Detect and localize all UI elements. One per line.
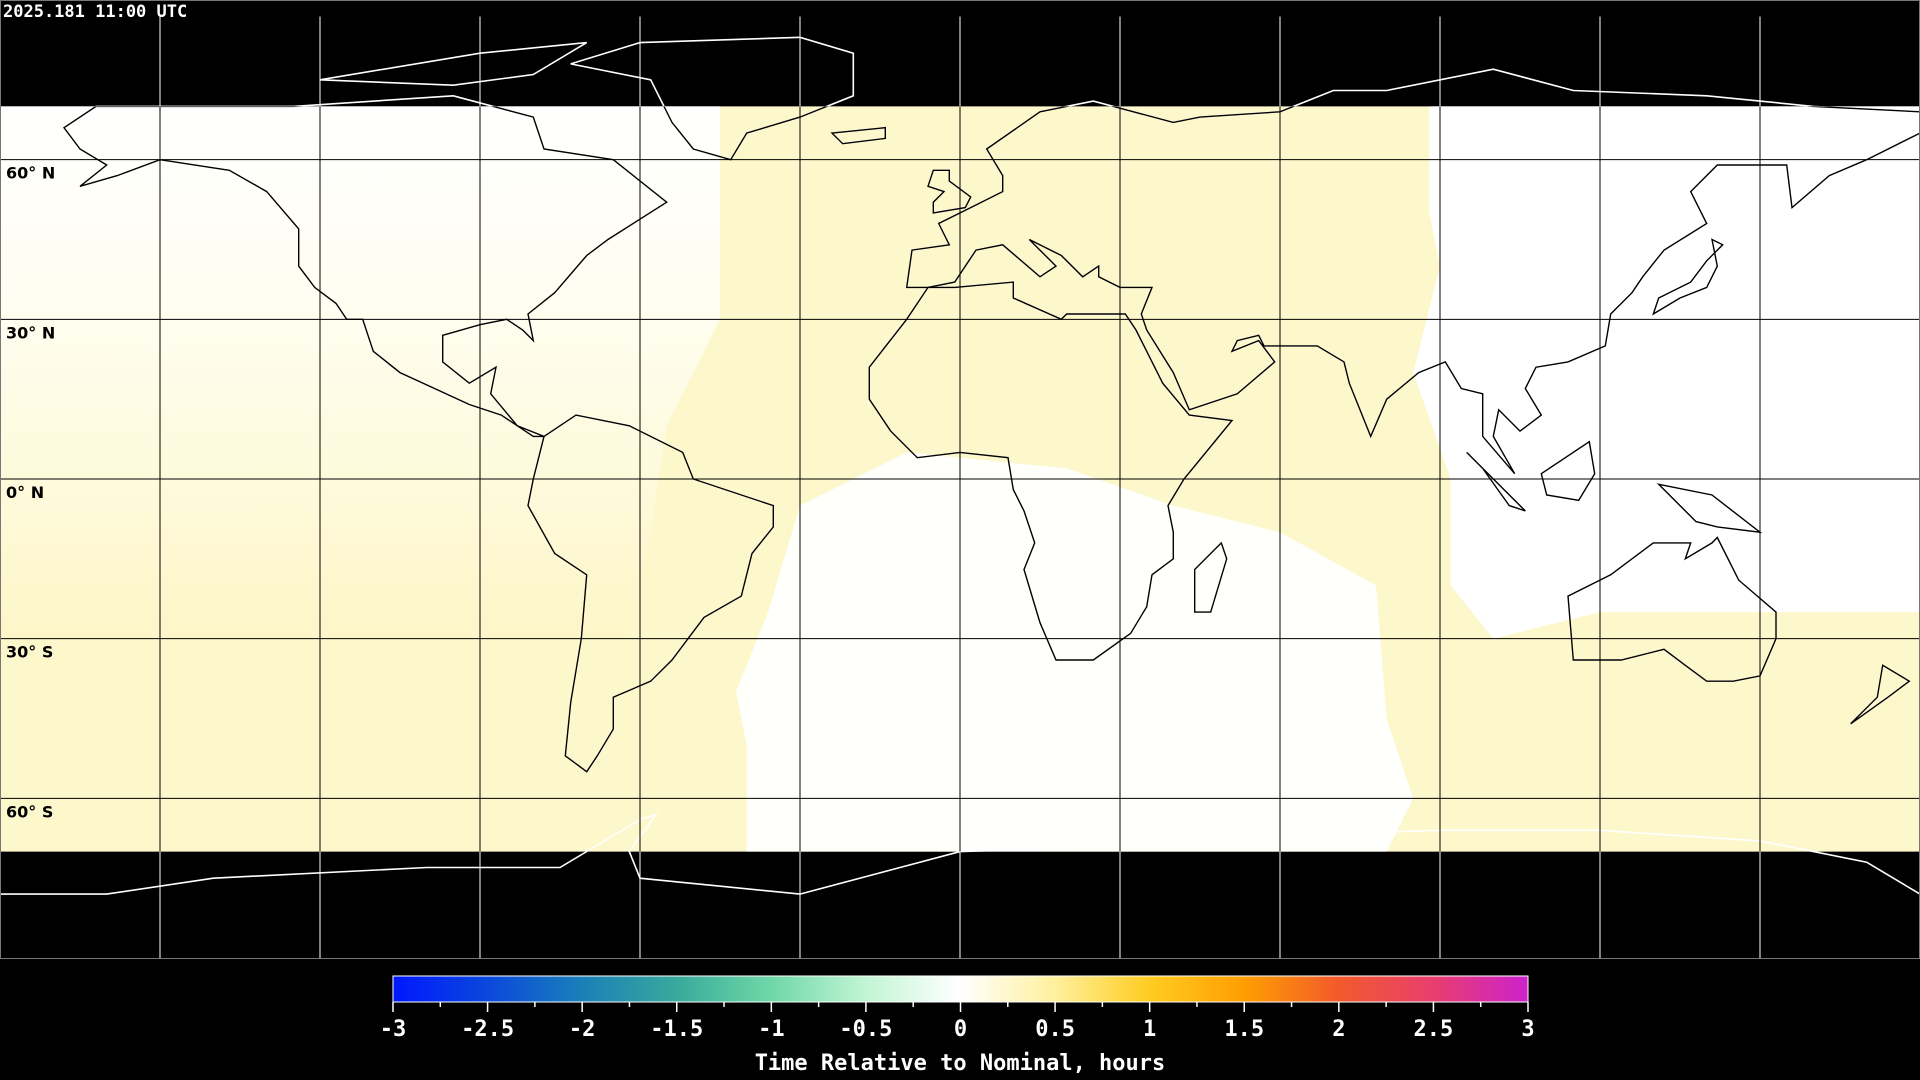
colorbar-tick-label: 3 [1521, 1017, 1534, 1042]
coastlines-data [62, 106, 1920, 773]
lat-label: 0° N [6, 483, 44, 502]
region-americas [0, 106, 720, 639]
colorbar-tick-label: 0 [954, 1017, 967, 1042]
graticule [0, 16, 1920, 958]
region-asia-pacific [1413, 106, 1920, 639]
coastline [1567, 536, 1777, 682]
colorbar-tick-label: -2.5 [461, 1017, 514, 1042]
coastline [570, 106, 854, 161]
colorbar-tick-label: -1 [758, 1017, 785, 1042]
coastline [1466, 451, 1526, 512]
colorbar-title: Time Relative to Nominal, hours [755, 1051, 1166, 1076]
coastline [927, 169, 972, 214]
colorbar-tick-label: -0.5 [839, 1017, 892, 1042]
coastline [319, 41, 588, 87]
coastline [905, 106, 1920, 475]
coastline-antarctica [0, 812, 1920, 895]
colorbar-tick-label: 1 [1143, 1017, 1156, 1042]
coastline [1656, 483, 1763, 534]
colorbar-tick-label: -3 [380, 1017, 407, 1042]
coastline [1194, 541, 1228, 613]
timestamp: 2025.181 11:00 UTC [3, 2, 187, 22]
colorbar: -3 -2.5 -2 -1.5 -1 -0.5 0 0.5 1 1.5 2 2.5 3 Time Rel… [380, 975, 1535, 1076]
region-south-atlantic [736, 452, 1414, 852]
coastline [1850, 664, 1911, 725]
lat-label: 60° S [6, 802, 53, 821]
colorbar-tick-label: 2 [1332, 1017, 1345, 1042]
lat-label: 30° N [6, 323, 55, 342]
coastline [527, 414, 774, 773]
coastline [868, 281, 1234, 661]
coastline [830, 126, 886, 145]
colorbar-tick-label: -2 [569, 1017, 596, 1042]
lat-label: 30° S [6, 643, 53, 662]
colorbar-tick-label: -1.5 [650, 1017, 703, 1042]
lat-label: 60° N [6, 164, 55, 183]
coastline [1652, 238, 1724, 316]
coastline [1540, 440, 1596, 502]
colorbar-tick-label: 0.5 [1035, 1017, 1075, 1042]
latitude-labels: 60° N 30° N 0° N 30° S 60° S [6, 164, 55, 822]
colorbar-gradient [392, 975, 1529, 1003]
colorbar-tick-label: 2.5 [1414, 1017, 1454, 1042]
colorbar-tick-label: 1.5 [1224, 1017, 1264, 1042]
